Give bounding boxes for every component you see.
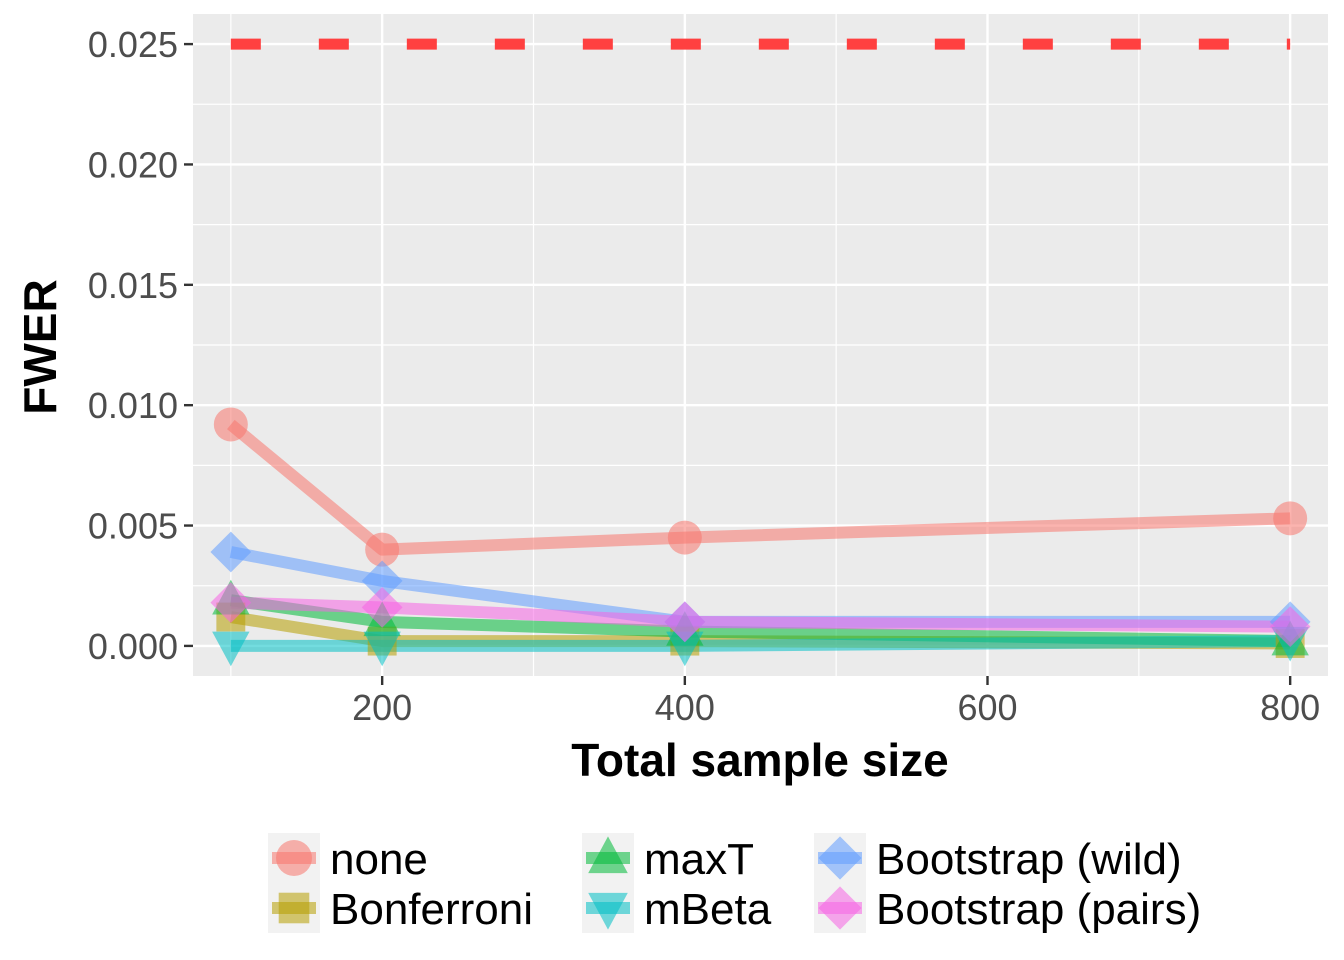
x-tick-label: 800	[1260, 687, 1320, 728]
y-tick-label: 0.005	[88, 506, 178, 547]
x-tick-label: 400	[655, 687, 715, 728]
x-axis-title: Total sample size	[571, 734, 949, 786]
x-tick-label: 600	[957, 687, 1017, 728]
point-none	[1273, 501, 1308, 536]
y-tick-label: 0.015	[88, 265, 178, 306]
legend-label-none: none	[330, 835, 428, 884]
series-line-maxt	[229, 594, 1291, 648]
legend-key-marker-mbeta	[588, 892, 628, 930]
legend-label-mbeta: mBeta	[644, 885, 772, 934]
point-mbeta	[363, 631, 401, 667]
series-lines	[227, 419, 1291, 652]
x-axis: 200 400 600 800	[352, 676, 1320, 728]
y-axis-title: FWER	[14, 279, 66, 414]
point-bootstrap-pairs	[361, 586, 403, 628]
point-mbeta	[212, 631, 250, 667]
series-points	[210, 407, 1311, 667]
legend-key-marker-bonferroni	[278, 892, 310, 924]
y-tick-label: 0.020	[88, 144, 178, 185]
x-tick-label: 200	[352, 687, 412, 728]
point-bootstrap-wild	[361, 560, 403, 602]
legend-label-maxt: maxT	[644, 835, 754, 884]
y-tick-label: 0.010	[88, 385, 178, 426]
legend-label-bootstrap-wild: Bootstrap (wild)	[876, 835, 1182, 884]
y-tick-label: 0.000	[88, 626, 178, 667]
legend-key-marker-bootstrap-pairs	[818, 886, 862, 930]
legend-label-bonferroni: Bonferroni	[330, 885, 533, 934]
point-mbeta	[666, 631, 704, 667]
point-none	[365, 532, 400, 567]
legend-key-marker-bootstrap-wild	[818, 836, 862, 880]
point-bootstrap-pairs	[210, 582, 252, 623]
legend-label-bootstrap-pairs: Bootstrap (pairs)	[876, 885, 1201, 934]
series-line-mbeta	[230, 635, 1291, 652]
legend-key-marker-none	[276, 840, 312, 876]
point-none	[213, 407, 248, 442]
point-none	[667, 520, 702, 555]
point-bootstrap-wild	[210, 531, 252, 573]
point-bootstrap-pairs	[1269, 606, 1311, 648]
series-line-bootstrap-pairs	[230, 596, 1291, 633]
point-bootstrap-pairs	[664, 601, 706, 643]
y-tick-label: 0.025	[88, 24, 178, 65]
legend-key-marker-maxt	[588, 836, 628, 874]
y-axis: 0.000 0.005 0.010 0.015 0.020 0.025	[88, 24, 193, 667]
series-line-none	[227, 419, 1291, 556]
